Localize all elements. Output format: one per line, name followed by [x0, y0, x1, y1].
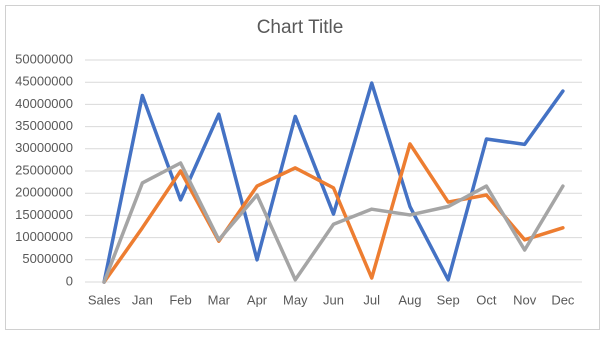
y-tick-label: 35000000 [15, 118, 73, 133]
y-tick-label: 25000000 [15, 162, 73, 177]
x-tick-label: Jul [363, 292, 380, 307]
x-tick-label: Sep [437, 292, 460, 307]
y-tick-label: 20000000 [15, 185, 73, 200]
x-tick-label: Oct [476, 292, 497, 307]
y-tick-label: 30000000 [15, 140, 73, 155]
x-tick-label: Aug [398, 292, 421, 307]
x-tick-label: Jan [132, 292, 153, 307]
x-tick-label: Mar [208, 292, 231, 307]
y-tick-label: 50000000 [15, 51, 73, 66]
chart-title: Chart Title [257, 17, 344, 38]
x-tick-label: May [283, 292, 308, 307]
y-tick-label: 5000000 [22, 251, 73, 266]
x-tick-label: Feb [169, 292, 191, 307]
series-line [102, 81, 565, 284]
y-tick-label: 40000000 [15, 96, 73, 111]
x-tick-label: Apr [247, 292, 268, 307]
series-line [102, 142, 565, 284]
x-tick-label: Dec [551, 292, 575, 307]
y-tick-label: 10000000 [15, 229, 73, 244]
series-line [102, 161, 565, 284]
x-tick-label: Nov [513, 292, 537, 307]
chart-area [5, 5, 600, 330]
x-tick-label: Jun [323, 292, 344, 307]
y-tick-label: 15000000 [15, 207, 73, 222]
x-tick-label: Sales [88, 292, 121, 307]
y-tick-label: 0 [66, 273, 73, 288]
y-tick-label: 45000000 [15, 74, 73, 89]
